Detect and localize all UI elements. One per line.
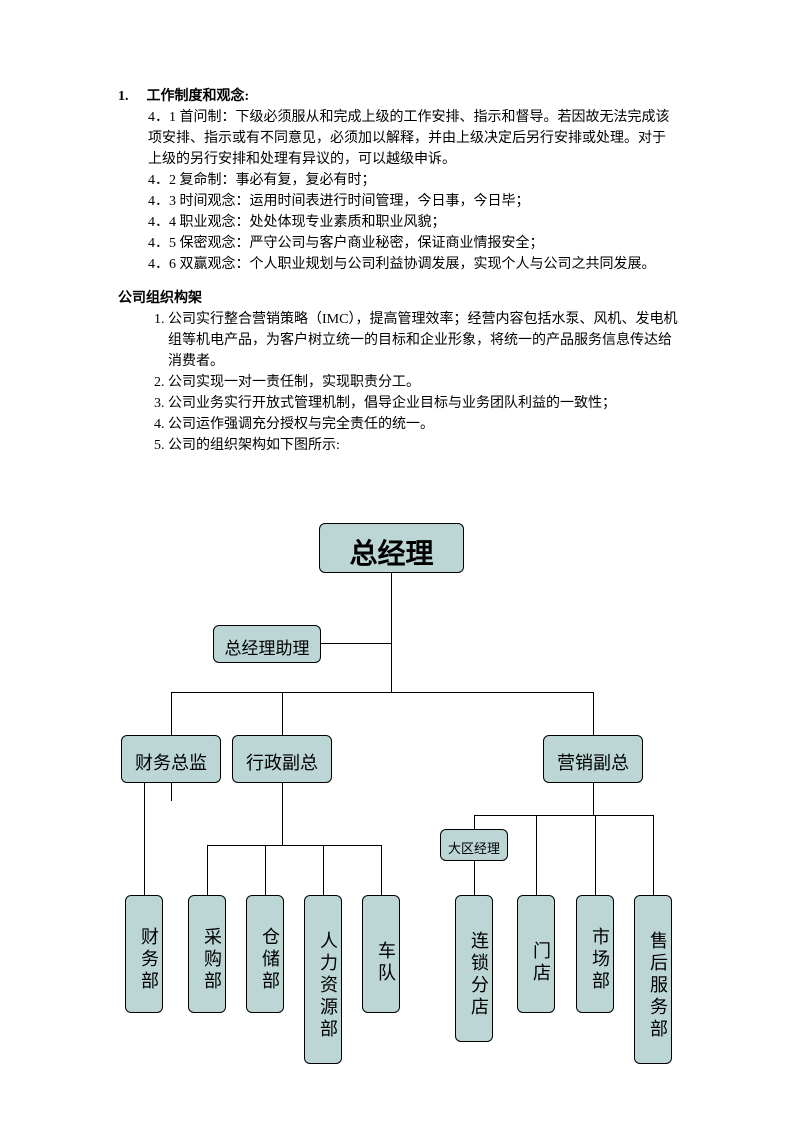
org-connector	[207, 845, 382, 846]
org-connector	[391, 573, 392, 692]
org-node-label: 仓储部	[247, 908, 283, 1012]
org-node-chain: 连锁分店	[455, 895, 493, 1042]
org-connector	[171, 692, 594, 693]
org-node-warehouse: 仓储部	[246, 895, 284, 1013]
org-connector	[282, 692, 283, 735]
org-chart: 总经理总经理助理财务总监行政副总 营销副总大区经理财务部采购部仓储部人力资源部车队…	[0, 0, 793, 1122]
org-connector	[321, 643, 391, 644]
org-connector	[474, 861, 475, 895]
org-node-hr: 人力资源部	[304, 895, 342, 1064]
org-node-admin_vp: 行政副总	[232, 735, 332, 783]
org-node-finance: 财务部	[125, 895, 163, 1013]
org-connector	[323, 845, 324, 895]
org-connector	[593, 692, 594, 735]
org-node-after: 售后服务部	[634, 895, 672, 1064]
org-node-label: 大区经理	[441, 838, 507, 857]
org-node-label: 总经理	[320, 532, 463, 572]
org-node-label: 行政副总	[233, 749, 331, 775]
org-node-label: 采购部	[189, 908, 225, 1012]
org-connector	[265, 845, 266, 895]
org-connector	[474, 815, 475, 829]
org-connector	[653, 815, 654, 895]
org-node-label: 门店	[518, 914, 554, 1012]
org-connector	[536, 815, 537, 895]
org-connector	[171, 692, 172, 735]
org-connector	[282, 783, 283, 845]
org-node-label: 车队	[363, 914, 399, 1012]
org-node-fleet: 车队	[362, 895, 400, 1013]
org-node-region: 大区经理	[440, 829, 508, 861]
org-node-gm: 总经理	[319, 523, 464, 573]
org-node-label: 财务总监	[122, 749, 220, 775]
org-node-label: 财务部	[126, 908, 162, 1012]
org-node-store: 门店	[517, 895, 555, 1013]
org-node-label: 总经理助理	[214, 634, 320, 659]
org-node-label: 售后服务部	[635, 908, 671, 1063]
org-node-label: 市场部	[577, 908, 613, 1012]
org-connector	[593, 783, 594, 815]
org-node-market: 市场部	[576, 895, 614, 1013]
org-connector	[144, 783, 145, 895]
org-connector	[207, 845, 208, 895]
org-node-purchase: 采购部	[188, 895, 226, 1013]
org-connector	[595, 815, 596, 895]
org-connector	[381, 845, 382, 895]
org-connector	[171, 783, 172, 801]
org-node-label: 营销副总	[544, 749, 642, 775]
org-node-label: 人力资源部	[305, 908, 341, 1063]
org-node-sales_vp: 营销副总	[543, 735, 643, 783]
org-node-cfo: 财务总监	[121, 735, 221, 783]
org-node-gm_assist: 总经理助理	[213, 625, 321, 663]
org-connector	[474, 815, 654, 816]
org-node-label: 连锁分店	[456, 908, 492, 1041]
